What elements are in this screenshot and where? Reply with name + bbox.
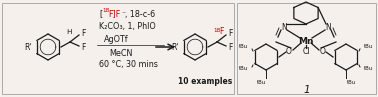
Text: AgOTf: AgOTf (104, 36, 129, 45)
Text: Mn: Mn (298, 36, 314, 45)
Text: F: F (219, 28, 223, 36)
Text: F: F (81, 42, 85, 52)
Text: O: O (320, 46, 326, 55)
Text: O: O (286, 46, 292, 55)
Text: 10 examples: 10 examples (178, 78, 232, 87)
Text: tBu: tBu (364, 45, 373, 49)
Text: H: H (66, 29, 72, 35)
Text: tBu: tBu (346, 81, 356, 85)
Text: , 18-c-6: , 18-c-6 (125, 10, 155, 19)
Text: [: [ (99, 10, 102, 19)
Text: 1: 1 (304, 85, 310, 95)
Text: Cl: Cl (302, 48, 310, 56)
Text: tBu: tBu (239, 67, 248, 71)
Text: F: F (228, 42, 232, 52)
Text: F: F (81, 29, 85, 38)
Text: N: N (325, 23, 331, 32)
Bar (2, 3, 234, 94)
Text: ⁻: ⁻ (121, 10, 125, 19)
Text: 18: 18 (102, 7, 110, 13)
Text: F]F: F]F (108, 10, 120, 19)
Text: tBu: tBu (364, 67, 373, 71)
Bar (237, 3, 376, 94)
Text: R': R' (172, 42, 179, 52)
Text: N: N (281, 23, 287, 32)
Text: K₂CO₃, 1, PhIO: K₂CO₃, 1, PhIO (99, 23, 156, 32)
Text: 18: 18 (213, 28, 220, 32)
Text: MeCN: MeCN (109, 49, 132, 58)
Text: R': R' (25, 42, 32, 52)
Text: tBu: tBu (256, 81, 266, 85)
Text: 60 °C, 30 mins: 60 °C, 30 mins (99, 61, 158, 69)
Text: tBu: tBu (239, 45, 248, 49)
Text: F: F (228, 29, 232, 38)
